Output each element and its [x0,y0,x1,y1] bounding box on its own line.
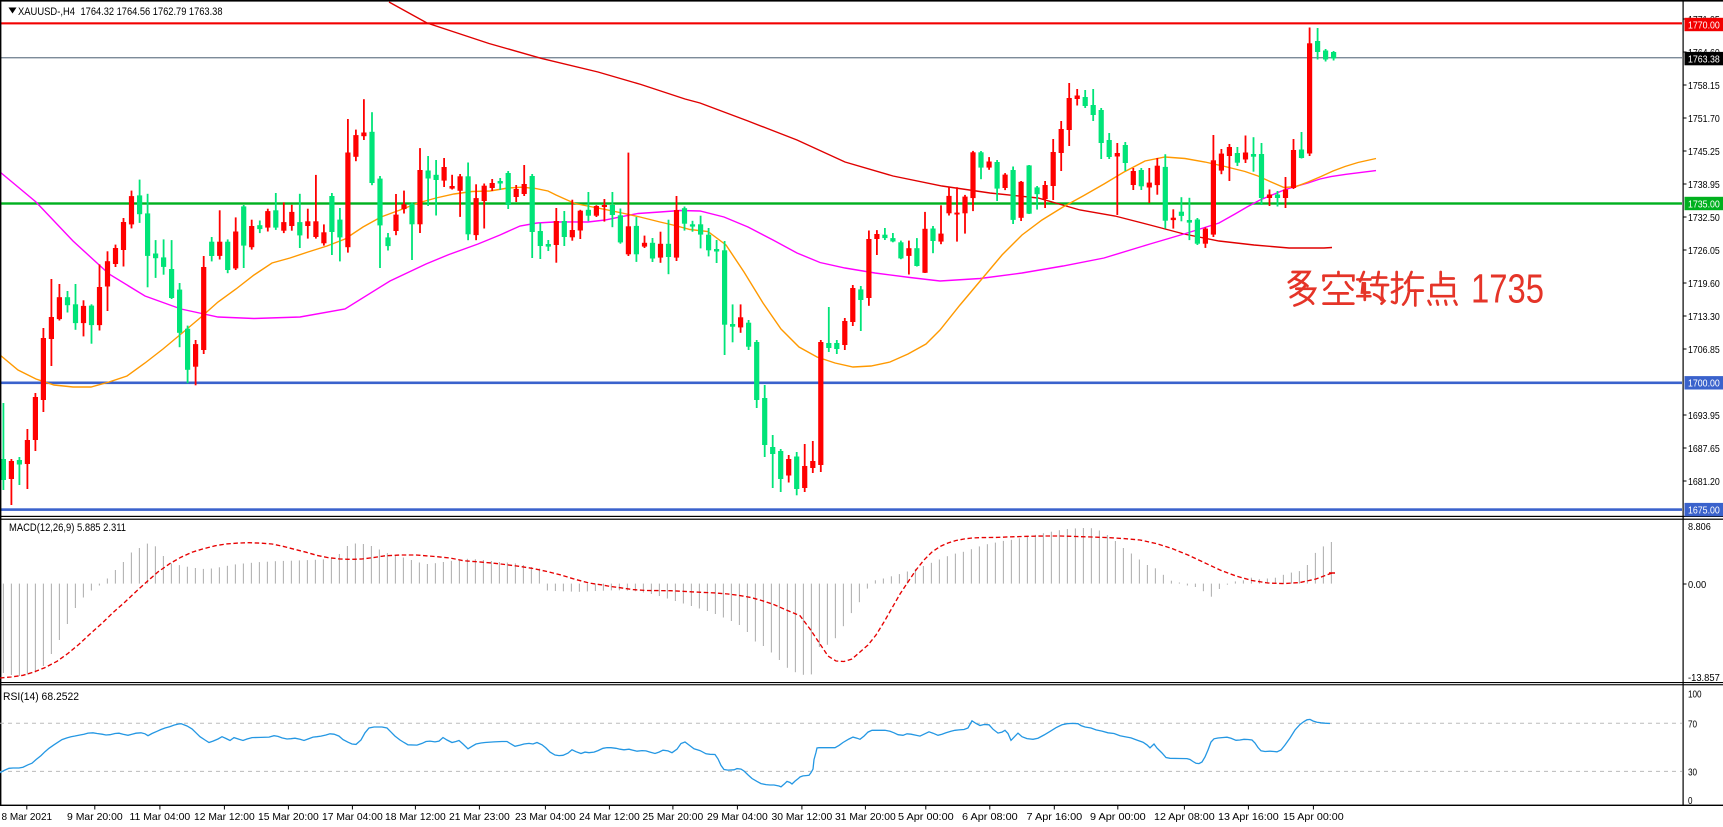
svg-text:100: 100 [1688,688,1702,700]
svg-text:12 Mar 12:00: 12 Mar 12:00 [194,811,255,823]
svg-text:1675.00: 1675.00 [1688,504,1720,516]
svg-text:30: 30 [1688,766,1697,778]
svg-text:1726.05: 1726.05 [1688,245,1720,257]
svg-text:0.00: 0.00 [1688,579,1706,591]
svg-text:29 Mar 04:00: 29 Mar 04:00 [707,811,768,823]
svg-text:1700.00: 1700.00 [1688,378,1720,390]
svg-text:6 Apr 08:00: 6 Apr 08:00 [962,811,1018,823]
svg-text:18 Mar 12:00: 18 Mar 12:00 [385,811,446,823]
svg-text:1764.32 1764.56 1762.79 1763.3: 1764.32 1764.56 1762.79 1763.38 [81,6,223,18]
svg-text:5 Apr 00:00: 5 Apr 00:00 [898,811,954,823]
svg-text:1719.60: 1719.60 [1688,278,1720,290]
svg-text:0: 0 [1688,795,1693,807]
svg-text:31 Mar 20:00: 31 Mar 20:00 [835,811,896,823]
svg-text:1735.00: 1735.00 [1688,198,1720,210]
svg-text:1735: 1735 [1471,266,1544,312]
svg-text:21 Mar 23:00: 21 Mar 23:00 [449,811,510,823]
svg-text:17 Mar 04:00: 17 Mar 04:00 [322,811,383,823]
svg-text:15 Mar 20:00: 15 Mar 20:00 [258,811,319,823]
svg-text:8.806: 8.806 [1688,521,1711,533]
svg-text:7 Apr 16:00: 7 Apr 16:00 [1027,811,1083,823]
svg-text:XAUUSD-,H4: XAUUSD-,H4 [18,6,75,18]
svg-text:1763.38: 1763.38 [1688,53,1720,65]
svg-text:1732.50: 1732.50 [1688,212,1720,224]
svg-text:1687.65: 1687.65 [1688,443,1720,455]
svg-text:13 Apr 16:00: 13 Apr 16:00 [1218,811,1279,823]
svg-text:MACD(12,26,9) 5.885 2.311: MACD(12,26,9) 5.885 2.311 [9,522,126,534]
svg-text:1713.30: 1713.30 [1688,311,1720,323]
svg-text:30 Mar 12:00: 30 Mar 12:00 [772,811,833,823]
svg-text:11 Mar 04:00: 11 Mar 04:00 [130,811,191,823]
svg-text:-13.857: -13.857 [1688,672,1720,684]
svg-text:1745.25: 1745.25 [1688,146,1720,158]
svg-text:RSI(14) 68.2522: RSI(14) 68.2522 [3,691,79,703]
svg-text:8 Mar 2021: 8 Mar 2021 [2,811,53,823]
svg-text:1681.20: 1681.20 [1688,476,1720,488]
svg-text:1770.00: 1770.00 [1688,19,1720,31]
svg-text:9 Apr 00:00: 9 Apr 00:00 [1090,811,1146,823]
svg-text:1738.95: 1738.95 [1688,179,1720,191]
svg-text:1758.15: 1758.15 [1688,80,1720,92]
svg-text:1751.70: 1751.70 [1688,113,1720,125]
svg-text:1693.95: 1693.95 [1688,410,1720,422]
svg-text:9 Mar 20:00: 9 Mar 20:00 [67,811,123,823]
svg-text:25 Mar 20:00: 25 Mar 20:00 [643,811,704,823]
svg-text:23 Mar 04:00: 23 Mar 04:00 [515,811,576,823]
svg-text:24 Mar 12:00: 24 Mar 12:00 [579,811,640,823]
svg-text:1706.85: 1706.85 [1688,344,1720,356]
svg-text:12 Apr 08:00: 12 Apr 08:00 [1154,811,1215,823]
svg-text:70: 70 [1688,718,1697,730]
svg-text:15 Apr 00:00: 15 Apr 00:00 [1283,811,1344,823]
